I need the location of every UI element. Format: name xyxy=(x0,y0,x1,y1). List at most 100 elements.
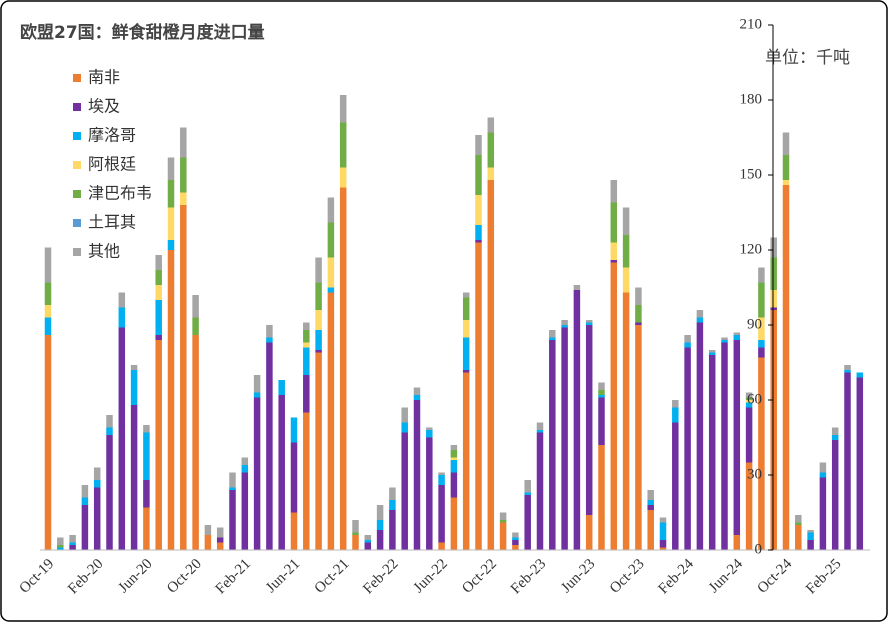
bar-segment xyxy=(462,297,470,320)
bar-segment xyxy=(708,352,716,355)
bar-segment xyxy=(561,327,568,550)
bar-segment xyxy=(290,417,298,443)
bar-segment xyxy=(831,427,839,435)
bar-segment xyxy=(573,285,581,290)
bar-segment xyxy=(167,250,175,550)
bar-segment xyxy=(475,195,482,225)
bar-segment xyxy=(758,357,765,550)
bar-segment xyxy=(327,197,335,223)
bar-segment xyxy=(192,335,199,550)
bar-segment xyxy=(389,500,396,510)
legend-swatch xyxy=(73,161,81,169)
bar-segment xyxy=(672,422,679,550)
y-tick-label: 210 xyxy=(740,16,763,32)
bar-segment xyxy=(376,520,384,530)
bar-segment xyxy=(106,427,113,435)
bar-segment xyxy=(635,287,642,305)
bar-segment xyxy=(327,222,335,258)
bar-segment xyxy=(647,500,654,505)
bar-segment xyxy=(745,407,753,463)
bar-segment xyxy=(782,180,790,185)
bar-segment xyxy=(143,425,150,433)
bar-segment xyxy=(844,372,851,550)
y-tick-label: 60 xyxy=(747,391,762,407)
legend-swatch xyxy=(73,103,81,111)
bar-segment xyxy=(573,290,581,550)
bar-segment xyxy=(93,480,101,488)
bar-segment xyxy=(118,307,126,328)
bar-segment xyxy=(585,325,593,515)
bar-segment xyxy=(241,472,249,550)
bar-segment xyxy=(401,432,408,550)
bar-segment xyxy=(844,370,851,373)
bar-segment xyxy=(635,305,642,323)
bar-segment xyxy=(733,335,741,340)
bar-segment xyxy=(216,537,224,543)
bar-segment xyxy=(598,397,605,445)
bar-segment xyxy=(512,545,519,550)
bar-segment xyxy=(143,432,150,480)
bar-segment xyxy=(364,542,372,550)
bar-segment xyxy=(475,242,482,550)
bar-segment xyxy=(216,527,224,538)
bar-segment xyxy=(758,267,765,283)
bar-segment xyxy=(266,342,273,550)
bar-segment xyxy=(401,422,408,433)
bar-segment xyxy=(278,395,285,550)
bar-segment xyxy=(118,327,126,550)
bar-segment xyxy=(635,322,642,325)
bar-segment xyxy=(303,330,310,343)
bar-segment xyxy=(167,180,175,208)
legend-swatch xyxy=(73,132,81,140)
bar-segment xyxy=(733,535,741,550)
bar-segment xyxy=(561,325,568,328)
bar-segment xyxy=(155,255,162,270)
bar-segment xyxy=(536,422,544,430)
legend-label: 南非 xyxy=(88,68,120,87)
bar-segment xyxy=(266,325,273,338)
bar-segment xyxy=(684,342,691,348)
bar-segment xyxy=(831,440,839,550)
bar-segment xyxy=(266,337,273,343)
bar-segment xyxy=(81,497,89,505)
bar-segment xyxy=(303,347,310,375)
bar-segment xyxy=(339,95,347,123)
bar-segment xyxy=(512,540,519,545)
bar-segment xyxy=(585,515,593,550)
bar-segment xyxy=(69,542,76,545)
bar-segment xyxy=(450,457,458,460)
bar-segment xyxy=(155,270,162,285)
bar-segment xyxy=(610,242,618,260)
bar-segment xyxy=(770,237,777,258)
bar-segment xyxy=(610,180,618,203)
bar-segment xyxy=(130,365,138,370)
bar-segment xyxy=(229,472,236,488)
bar-segment xyxy=(622,292,630,550)
bar-segment xyxy=(659,540,667,548)
legend-label: 摩洛哥 xyxy=(88,126,136,145)
bar-segment xyxy=(721,337,728,340)
bar-segment xyxy=(438,485,445,543)
bar-segment xyxy=(364,535,372,540)
bar-segment xyxy=(598,445,605,550)
bar-segment xyxy=(229,487,236,490)
bar-segment xyxy=(770,257,777,290)
bar-segment xyxy=(549,340,556,550)
bar-segment xyxy=(782,185,790,550)
y-tick-label: 0 xyxy=(755,541,763,557)
bar-segment xyxy=(93,487,101,550)
bar-segment xyxy=(696,322,704,550)
bar-segment xyxy=(635,325,642,550)
bar-segment xyxy=(475,240,482,243)
legend-swatch xyxy=(73,248,81,256)
bar-segment xyxy=(487,167,495,180)
bar-segment xyxy=(426,427,433,430)
bar-segment xyxy=(303,375,310,413)
y-tick-label: 90 xyxy=(747,316,762,332)
legend-label: 津巴布韦 xyxy=(88,184,152,203)
bar-segment xyxy=(610,260,618,263)
bar-segment xyxy=(462,320,470,338)
bar-segment xyxy=(585,320,593,323)
bar-segment xyxy=(106,435,113,550)
bar-segment xyxy=(413,387,421,395)
